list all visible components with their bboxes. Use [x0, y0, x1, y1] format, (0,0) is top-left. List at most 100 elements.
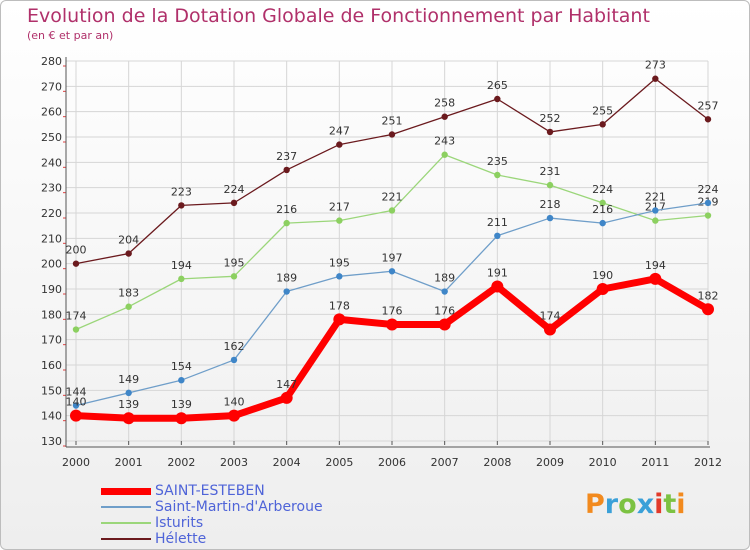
logo-letter: o: [618, 489, 637, 520]
logo-letter: i: [654, 489, 664, 520]
data-label: 140: [66, 396, 87, 409]
x-tick-label: 2000: [62, 456, 90, 469]
y-tick-label: 190: [41, 283, 62, 296]
x-tick-label: 2004: [273, 456, 301, 469]
data-label: 216: [592, 203, 613, 216]
data-point: [441, 113, 448, 120]
data-label: 235: [487, 155, 508, 168]
y-tick-label: 140: [41, 410, 62, 423]
data-label: 224: [592, 183, 613, 196]
data-label: 217: [329, 201, 350, 214]
logo-letter: P: [585, 489, 605, 520]
data-point: [704, 212, 712, 219]
data-label: 194: [171, 259, 192, 272]
x-tick-label: 2008: [483, 456, 511, 469]
y-tick-label: 280: [41, 55, 62, 68]
data-point: [388, 207, 396, 214]
y-tick-label: 220: [41, 207, 62, 220]
data-label: 147: [276, 378, 297, 391]
data-label: 200: [66, 244, 87, 257]
proxiti-logo: Proxiti: [585, 489, 686, 520]
legend-swatch: [101, 506, 151, 508]
data-label: 191: [487, 266, 508, 279]
data-point: [72, 326, 80, 333]
data-label: 224: [698, 183, 719, 196]
data-label: 258: [434, 97, 455, 110]
data-label: 195: [224, 256, 245, 269]
data-point: [178, 275, 185, 283]
data-label: 247: [329, 125, 350, 138]
data-label: 257: [698, 99, 719, 112]
y-tick-label: 260: [41, 106, 62, 119]
x-tick-label: 2012: [694, 456, 722, 469]
data-point: [280, 391, 293, 404]
data-point: [388, 268, 396, 275]
x-tick-label: 2002: [167, 456, 195, 469]
data-point: [438, 318, 451, 331]
data-point: [544, 323, 556, 336]
data-point: [230, 199, 238, 207]
data-point: [599, 219, 606, 227]
data-point: [125, 250, 132, 257]
data-point: [283, 166, 290, 174]
x-tick-label: 2011: [641, 456, 669, 469]
chart-subtitle: (en € et par an): [27, 29, 114, 42]
legend-swatch: [101, 538, 151, 540]
data-label: 140: [224, 396, 245, 409]
data-point: [122, 412, 135, 425]
data-label: 265: [487, 79, 508, 92]
legend-swatch: [101, 487, 151, 495]
data-point: [599, 121, 606, 128]
legend-swatch: [101, 522, 151, 524]
data-label: 144: [66, 386, 87, 399]
data-point: [125, 303, 132, 310]
y-tick-label: 160: [41, 359, 62, 372]
data-point: [494, 95, 501, 103]
data-label: 273: [645, 59, 666, 72]
y-tick-label: 170: [41, 334, 62, 347]
data-point: [283, 288, 290, 295]
data-point: [491, 280, 504, 293]
data-point: [336, 217, 343, 224]
x-tick-label: 2005: [325, 456, 353, 469]
data-label: 176: [382, 304, 403, 317]
data-label: 197: [382, 251, 403, 264]
data-point: [652, 75, 659, 82]
data-label: 195: [329, 256, 350, 269]
data-point: [704, 116, 712, 123]
data-point: [178, 377, 185, 384]
y-tick-label: 230: [41, 182, 62, 195]
data-point: [494, 232, 501, 239]
data-point: [72, 402, 80, 409]
data-label: 221: [382, 190, 403, 203]
y-tick-label: 150: [41, 384, 62, 397]
data-label: 243: [434, 135, 455, 148]
data-point: [596, 283, 609, 295]
data-label: 216: [276, 203, 297, 216]
x-tick-label: 2001: [115, 456, 143, 469]
legend-item: Hélette: [101, 531, 323, 547]
data-label: 237: [276, 150, 297, 163]
data-label: 224: [224, 183, 245, 196]
data-point: [494, 171, 501, 179]
data-point: [333, 313, 346, 326]
data-label: 255: [592, 104, 613, 117]
data-label: 182: [698, 289, 719, 302]
data-label: 162: [224, 340, 245, 353]
legend-item: Isturits: [101, 515, 323, 531]
data-point: [386, 318, 398, 331]
data-label: 190: [592, 269, 613, 282]
data-label: 231: [540, 165, 561, 178]
data-label: 189: [434, 272, 455, 285]
legend-label: Saint-Martin-d'Arberoue: [155, 499, 323, 515]
data-label: 154: [171, 360, 192, 373]
logo-letter: x: [636, 489, 655, 520]
data-point: [125, 389, 132, 397]
logo-letter: i: [676, 489, 686, 520]
x-tick-label: 2003: [220, 456, 248, 469]
data-label: 189: [276, 272, 297, 285]
data-label: 178: [329, 299, 350, 312]
data-label: 183: [118, 287, 139, 300]
